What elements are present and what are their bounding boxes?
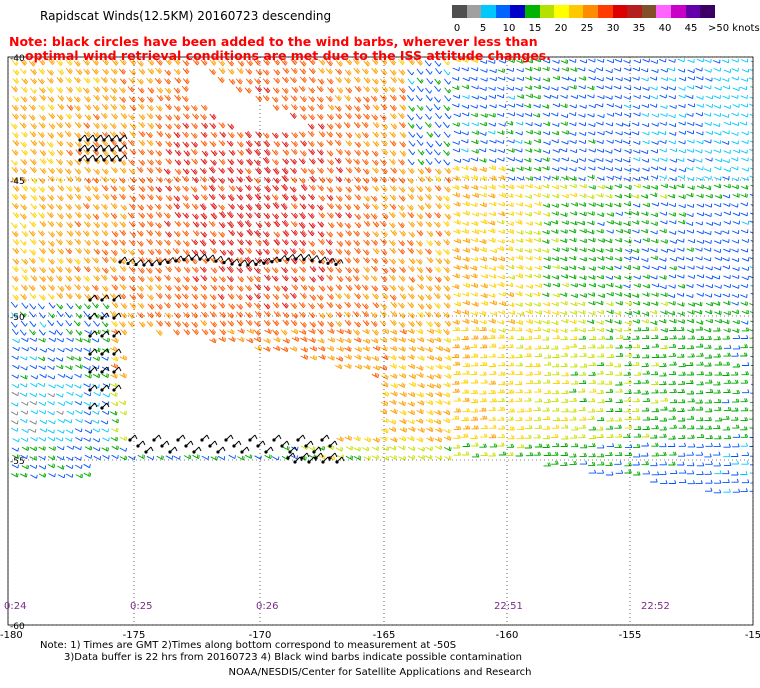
scale-swatch [685, 5, 701, 18]
scale-swatch [671, 5, 686, 18]
scale-swatch [452, 5, 467, 18]
scale-swatch [700, 5, 716, 18]
longitude-label: -180 [0, 630, 23, 641]
red-note: Note: black circles have been added to t… [9, 35, 569, 63]
scale-label: 0 [453, 23, 461, 34]
scale-label: 25 [580, 23, 594, 34]
scale-swatch [641, 5, 657, 18]
scale-label: 15 [528, 23, 542, 34]
footnote: Note: 1) Times are GMT 2)Times along bot… [40, 640, 522, 664]
red-note-line-1: Note: black circles have been added to t… [9, 34, 538, 49]
latitude-label: -55 [10, 457, 25, 467]
latitude-label: -50 [10, 313, 25, 323]
scale-label: 45 [684, 23, 698, 34]
scale-swatch [656, 5, 672, 18]
footnote-line-2: 3)Data buffer is 22 hrs from 20160723 4)… [64, 652, 522, 663]
scale-swatch [612, 5, 628, 18]
scale-swatch [539, 5, 555, 18]
latitude-label: -45 [10, 177, 25, 187]
scale-swatch [481, 5, 497, 18]
pass-time-label: 0:25 [130, 601, 152, 612]
scale-swatch [554, 5, 570, 18]
longitude-label: -165 [373, 630, 396, 641]
longitude-label: -170 [249, 630, 272, 641]
scale-swatch [525, 5, 540, 18]
pass-time-label: 0:26 [256, 601, 278, 612]
latitude-label: -40 [10, 54, 25, 64]
scale-swatch [583, 5, 599, 18]
longitude-label: -175 [123, 630, 146, 641]
scale-label: 30 [606, 23, 620, 34]
scale-label: 5 [479, 23, 487, 34]
map-title: Rapidscat Winds(12.5KM) 20160723 descend… [40, 9, 332, 23]
footnote-line-1: Note: 1) Times are GMT 2)Times along bot… [40, 640, 457, 651]
scale-swatch [568, 5, 584, 18]
map-frame [7, 56, 754, 626]
pass-time-label: 0:24 [4, 601, 26, 612]
latitude-label: -60 [10, 622, 25, 632]
scale-label: 20 [554, 23, 568, 34]
scale-label: 40 [658, 23, 672, 34]
longitude-label: -160 [496, 630, 519, 641]
scale-swatch [495, 5, 511, 18]
scale-swatch [510, 5, 526, 18]
scale-label: 35 [632, 23, 646, 34]
red-note-line-2: optimal wind retrieval conditions are me… [25, 48, 551, 63]
credit-line: NOAA/NESDIS/Center for Satellite Applica… [228, 667, 532, 678]
scale-label: 10 [502, 23, 516, 34]
pass-time-label: 22:51 [494, 601, 523, 612]
scale-label: >50 knots [708, 23, 760, 34]
longitude-label: -15 [745, 630, 760, 641]
scale-swatch [627, 5, 643, 18]
pass-time-label: 22:52 [641, 601, 670, 612]
longitude-label: -155 [619, 630, 642, 641]
scale-swatch [466, 5, 482, 18]
scale-swatch [598, 5, 613, 18]
